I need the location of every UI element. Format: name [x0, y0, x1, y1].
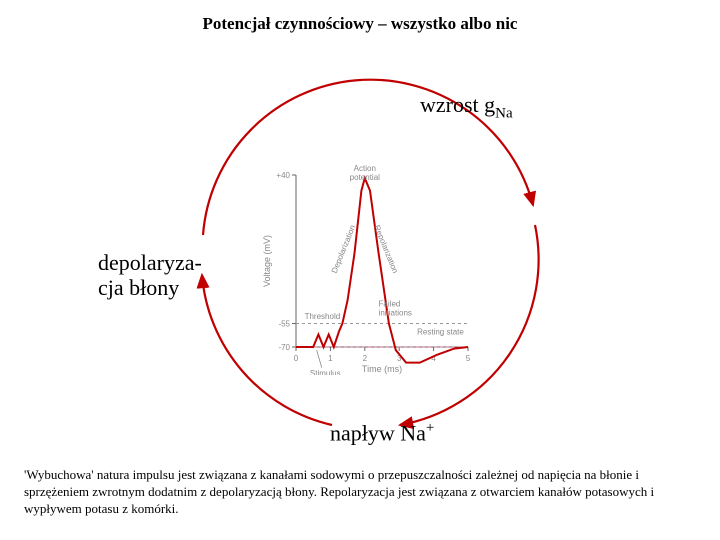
svg-text:Action: Action [354, 165, 376, 173]
svg-text:+40: +40 [276, 171, 290, 180]
svg-text:potential: potential [350, 173, 380, 182]
svg-text:Threshold: Threshold [305, 312, 341, 321]
page-title: Potencjał czynnościowy – wszystko albo n… [0, 14, 720, 34]
svg-text:2: 2 [363, 354, 368, 363]
action-potential-chart: 012345-70-55+40Time (ms)Voltage (mV)Acti… [258, 165, 478, 375]
cycle-label-left: depolaryza- cja błony [98, 250, 202, 301]
svg-text:initiations: initiations [379, 308, 412, 317]
cycle-label-bottom-text: napływ Na [330, 420, 426, 445]
svg-text:Time (ms): Time (ms) [362, 364, 402, 374]
cycle-label-top-sub: Na [495, 105, 513, 121]
cycle-label-bottom: napływ Na+ [330, 420, 434, 446]
cycle-label-top: wzrost gNa [420, 92, 513, 123]
svg-text:5: 5 [466, 354, 471, 363]
svg-text:-55: -55 [278, 320, 290, 329]
svg-text:Failed: Failed [379, 299, 401, 308]
svg-text:Repolarization: Repolarization [372, 224, 400, 275]
footer-text: 'Wybuchowa' natura impulsu jest związana… [24, 467, 696, 518]
svg-text:Voltage (mV): Voltage (mV) [262, 235, 272, 287]
svg-text:Resting state: Resting state [417, 327, 464, 336]
cycle-label-top-text: wzrost g [420, 92, 495, 117]
svg-text:-70: -70 [278, 343, 290, 352]
cycle-label-bottom-sup: + [426, 420, 434, 436]
svg-text:0: 0 [294, 354, 299, 363]
svg-text:1: 1 [328, 354, 333, 363]
svg-text:Stimulus: Stimulus [310, 369, 341, 375]
svg-text:Refractory: Refractory [412, 374, 449, 375]
